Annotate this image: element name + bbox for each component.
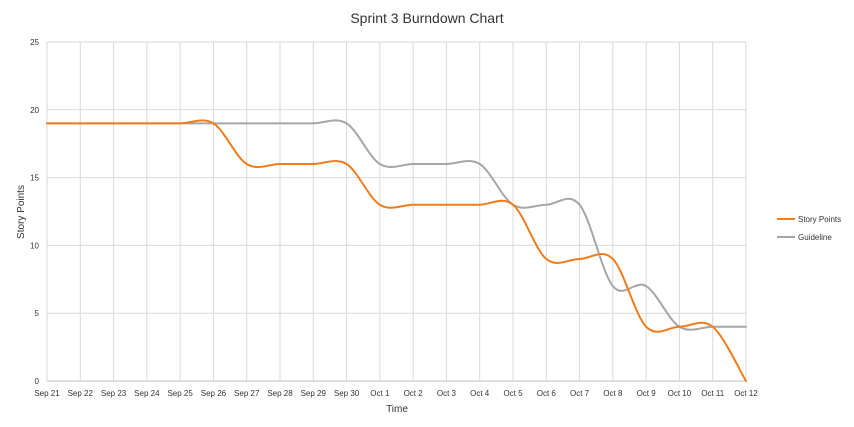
y-tick-label: 25: [30, 38, 39, 47]
series-lines: [46, 119, 747, 382]
legend-label: Guideline: [798, 233, 832, 242]
x-tick-label: Oct 10: [668, 389, 692, 398]
series-line-story-points: [46, 119, 747, 382]
x-tick-label: Oct 6: [537, 389, 557, 398]
y-tick-label: 20: [30, 106, 39, 115]
y-tick-label: 0: [35, 377, 40, 386]
x-tick-label: Sep 27: [234, 389, 260, 398]
legend: Story Points Guideline: [777, 215, 841, 242]
x-tick-label: Oct 7: [570, 389, 590, 398]
x-tick-label: Sep 26: [201, 389, 227, 398]
x-tick-label: Oct 2: [404, 389, 424, 398]
legend-label: Story Points: [798, 215, 841, 224]
x-tick-label: Sep 24: [134, 389, 160, 398]
x-tick-label: Oct 9: [637, 389, 657, 398]
series-line-guideline: [46, 119, 747, 331]
x-tick-label: Oct 11: [701, 389, 725, 398]
x-tick-label: Oct 4: [470, 389, 490, 398]
y-tick-label: 10: [30, 241, 39, 250]
y-tick-label: 5: [35, 309, 40, 318]
x-tick-label: Sep 25: [167, 389, 193, 398]
x-tick-label: Oct 1: [370, 389, 390, 398]
legend-item-guideline: Guideline: [777, 233, 832, 242]
x-tick-label: Sep 21: [34, 389, 60, 398]
x-tick-label: Sep 30: [334, 389, 360, 398]
legend-item-story-points: Story Points: [777, 215, 841, 224]
x-tick-label: Oct 8: [603, 389, 623, 398]
x-tick-label: Oct 3: [437, 389, 457, 398]
x-tick-label: Oct 12: [734, 389, 758, 398]
y-tick-label: 15: [30, 174, 39, 183]
x-tick-label: Oct 5: [503, 389, 523, 398]
x-tick-label: Sep 28: [267, 389, 293, 398]
x-tick-label: Sep 23: [101, 389, 127, 398]
x-tick-label: Sep 29: [301, 389, 327, 398]
axes: 0 5 10 15 20 25 Sep 21 Sep 22 Sep 23 Sep 24 Sep 25…: [30, 38, 758, 398]
grid: [46, 41, 747, 382]
y-axis-title: Story Points: [16, 185, 27, 239]
x-tick-label: Sep 22: [68, 389, 94, 398]
x-axis-title: Time: [386, 404, 408, 415]
chart-title: Sprint 3 Burndown Chart: [350, 10, 503, 26]
